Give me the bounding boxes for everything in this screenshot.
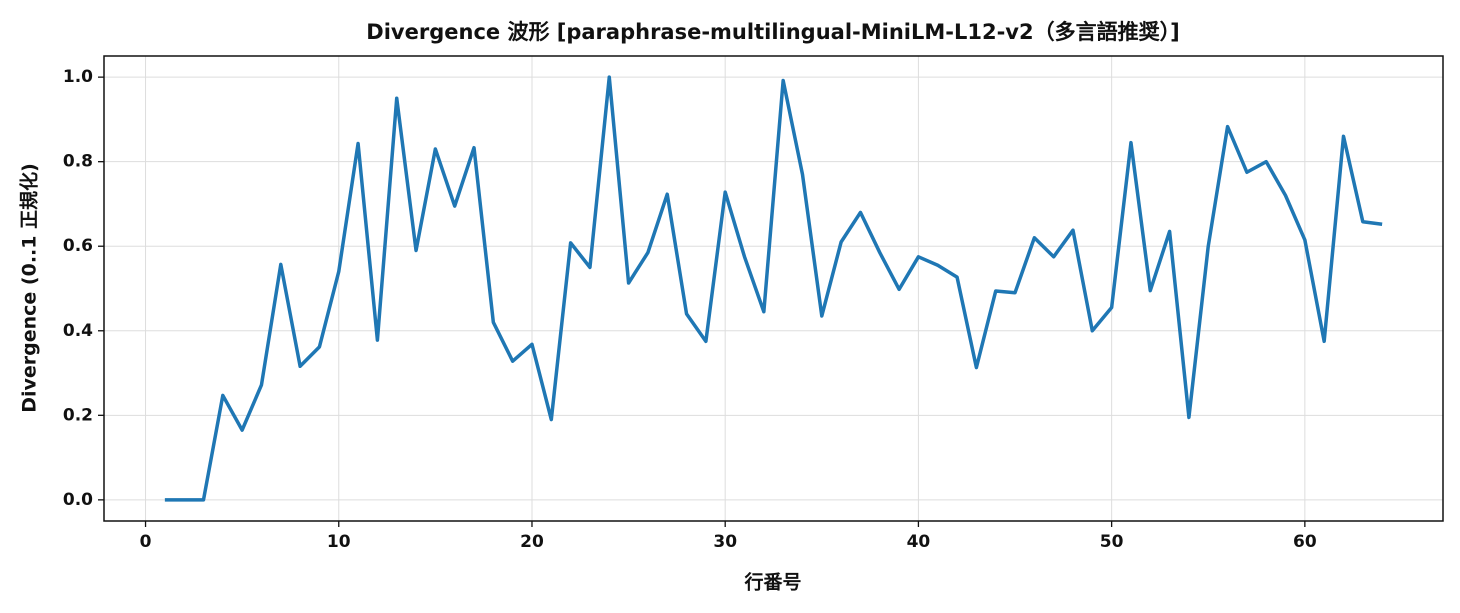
y-tick-label: 0.6 <box>63 236 93 256</box>
x-tick-label: 20 <box>520 532 544 552</box>
x-tick-label: 50 <box>1100 532 1124 552</box>
y-tick-label: 0.0 <box>63 490 93 510</box>
x-tick-label: 60 <box>1293 532 1317 552</box>
y-tick-label: 0.4 <box>63 321 93 341</box>
x-tick-label: 10 <box>327 532 351 552</box>
x-axis-label: 行番号 <box>743 571 801 594</box>
x-tick-label: 40 <box>907 532 931 552</box>
y-axis-label: Divergence (0..1 正規化) <box>18 163 41 413</box>
plot-frame <box>103 55 1444 522</box>
y-tick-label: 0.2 <box>63 405 93 425</box>
x-tick-label: 30 <box>713 532 737 552</box>
chart-title: Divergence 波形 [paraphrase-multilingual-M… <box>366 20 1179 44</box>
y-tick-label: 1.0 <box>63 67 93 87</box>
line-series <box>164 75 1383 502</box>
x-tick-label: 0 <box>140 532 152 552</box>
y-tick-label: 0.8 <box>63 152 93 172</box>
